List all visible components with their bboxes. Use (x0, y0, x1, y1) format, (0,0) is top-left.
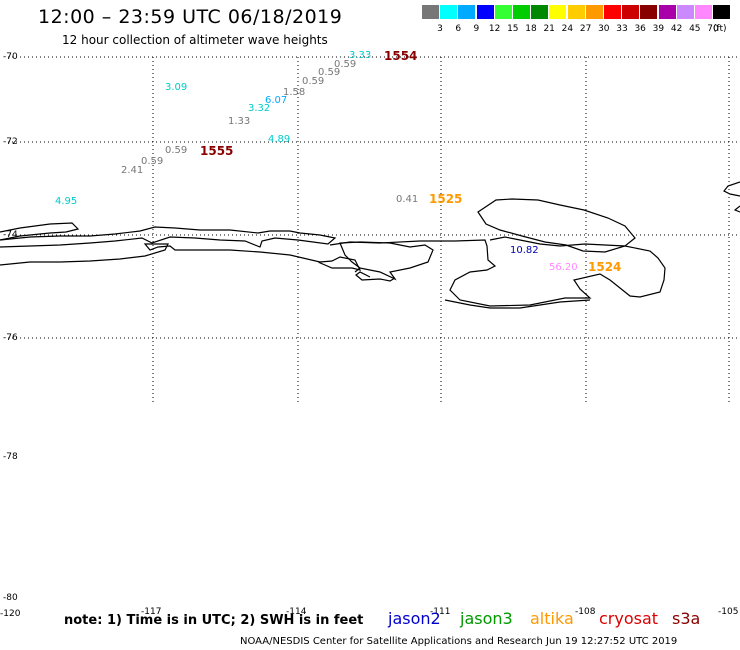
legend-swatch (513, 5, 530, 19)
legend-swatch (658, 5, 676, 19)
footer-note: note: 1) Time is in UTC; 2) SWH is in fe… (64, 613, 364, 628)
wave-height-value: 0.59 (334, 59, 357, 70)
legend-label: 21 (543, 24, 555, 34)
pass-id-label: 1555 (200, 144, 234, 158)
lon-label: -111 (430, 607, 451, 617)
wave-height-value: 1.33 (228, 116, 251, 127)
legend-label: 30 (598, 24, 610, 34)
satellite-name: cryosat (599, 609, 659, 628)
legend-swatch (440, 5, 458, 19)
satellite-name: altika (530, 609, 574, 628)
credit-line: NOAA/NESDIS Center for Satellite Applica… (240, 636, 678, 647)
lat-label: -76 (3, 333, 18, 343)
map-subtitle: 12 hour collection of altimeter wave hei… (62, 33, 328, 47)
legend-label: 12 (488, 24, 501, 34)
wave-height-value: 4.95 (55, 196, 78, 207)
legend-swatch (494, 5, 512, 19)
legend-swatch (476, 5, 494, 19)
lon-label: -120 (0, 609, 21, 619)
lat-label: -74 (3, 230, 18, 240)
wave-height-value: 0.59 (318, 67, 341, 78)
wave-height-value: 0.59 (165, 145, 188, 156)
wave-height-value: 0.59 (302, 76, 325, 87)
map-title: 12:00 – 23:59 UTC 06/18/2019 (38, 6, 343, 28)
lat-label: -80 (3, 593, 18, 603)
lat-label: -78 (3, 452, 18, 462)
satellite-name: jason3 (460, 609, 513, 628)
legend-label: 27 (579, 24, 592, 34)
legend-swatch (676, 5, 694, 19)
lon-label: -114 (286, 607, 307, 617)
legend-swatch (422, 5, 439, 19)
legend-swatch (640, 5, 658, 19)
legend-label: 42 (670, 24, 683, 34)
legend-unit: (ft) (713, 24, 727, 34)
legend-label: 6 (455, 24, 462, 34)
pass-id-label: 1525 (429, 192, 463, 206)
legend-swatch (604, 5, 621, 19)
satellite-name: jason2 (388, 609, 441, 628)
legend-label: 9 (473, 24, 480, 34)
legend-label: 3 (437, 24, 443, 34)
pass-id-label: 1554 (384, 49, 418, 63)
wave-height-value: 10.82 (510, 245, 539, 256)
coastline (0, 181, 740, 309)
wave-height-value: 1.58 (283, 87, 306, 98)
wave-height-value: 0.59 (141, 156, 164, 167)
legend-label: 39 (652, 24, 665, 34)
legend-swatch (549, 5, 567, 19)
lon-label: -105 (718, 607, 739, 617)
legend-swatch (695, 5, 712, 19)
legend-label: 18 (525, 24, 537, 34)
legend-swatch (713, 5, 731, 19)
wave-height-value: 56.20 (549, 262, 578, 273)
lat-label: -70 (3, 52, 18, 62)
legend-swatch (567, 5, 585, 19)
legend-label: 15 (507, 24, 519, 34)
legend-swatch (585, 5, 603, 19)
wave-height-value: 3.33 (349, 50, 372, 61)
legend-swatch (458, 5, 476, 19)
lat-label: -72 (3, 137, 18, 147)
wave-height-value: 0.41 (396, 194, 419, 205)
legend-swatch (622, 5, 640, 19)
legend-label: 45 (689, 24, 701, 34)
wave-height-value: 3.09 (165, 82, 188, 93)
satellite-name: s3a (672, 609, 701, 628)
wave-height-value: 2.41 (121, 165, 144, 176)
wave-height-value: 3.32 (248, 103, 271, 114)
legend-label: 36 (634, 24, 646, 34)
legend-label: 24 (561, 24, 574, 34)
wave-height-value: 6.07 (265, 95, 288, 106)
legend-swatch (531, 5, 549, 19)
lon-label: -117 (141, 607, 162, 617)
legend-label: 33 (616, 24, 628, 34)
lon-label: -108 (575, 607, 596, 617)
wave-height-value: 4.89 (268, 134, 291, 145)
legend-label: 70 (707, 24, 719, 34)
pass-id-label: 1524 (588, 260, 622, 274)
